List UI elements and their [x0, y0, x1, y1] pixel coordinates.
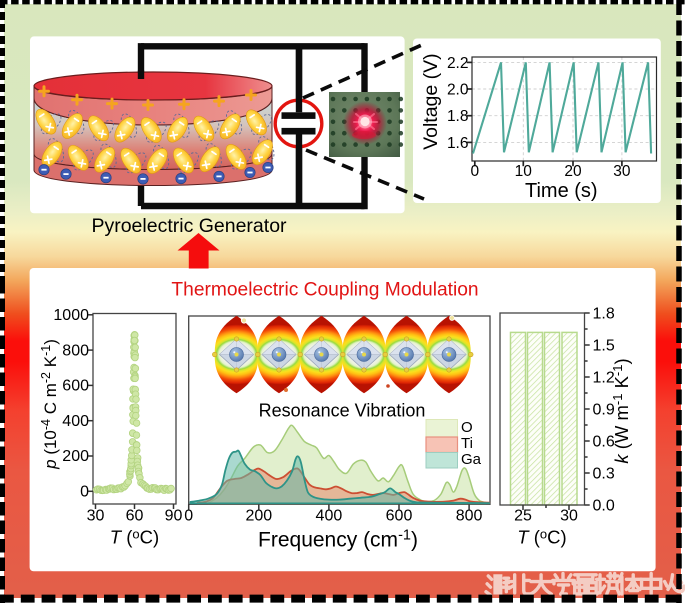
svg-text:p (10-4 C m-2 K-1): p (10-4 C m-2 K-1) — [39, 339, 60, 470]
svg-text:0: 0 — [80, 483, 89, 500]
svg-text:Voltage (V): Voltage (V) — [420, 53, 442, 149]
svg-text:Thermoelectric Coupling Modula: Thermoelectric Coupling Modulation — [171, 280, 478, 301]
svg-text:1000: 1000 — [53, 307, 89, 324]
svg-text:Resonance Vibration: Resonance Vibration — [259, 401, 426, 421]
svg-text:20: 20 — [564, 163, 582, 180]
svg-text:Ti: Ti — [461, 435, 473, 452]
svg-text:1.8: 1.8 — [593, 305, 615, 322]
svg-text:Time (s): Time (s) — [525, 180, 598, 202]
svg-text:200: 200 — [62, 448, 89, 465]
svg-text:30: 30 — [87, 508, 105, 525]
svg-text:0.3: 0.3 — [593, 465, 615, 482]
svg-text:400: 400 — [316, 508, 343, 525]
svg-text:800: 800 — [62, 342, 89, 359]
svg-text:1.2: 1.2 — [593, 369, 615, 386]
svg-text:10: 10 — [515, 163, 533, 180]
svg-text:1.6: 1.6 — [447, 135, 469, 152]
svg-text:600: 600 — [386, 508, 413, 525]
svg-text:800: 800 — [456, 508, 483, 525]
svg-text:Ga: Ga — [461, 451, 482, 468]
svg-text:0: 0 — [470, 163, 479, 180]
svg-text:Pyroelectric Generator: Pyroelectric Generator — [91, 215, 287, 237]
svg-text:2.2: 2.2 — [447, 55, 469, 72]
svg-text:25: 25 — [514, 508, 532, 525]
svg-text:Frequency (cm-1): Frequency (cm-1) — [258, 528, 418, 552]
svg-text:600: 600 — [62, 378, 89, 395]
svg-text:k (W m-1 K-1): k (W m-1 K-1) — [610, 358, 632, 463]
svg-text:0.0: 0.0 — [593, 498, 615, 515]
svg-text:0.9: 0.9 — [593, 401, 615, 418]
svg-text:30: 30 — [613, 163, 631, 180]
svg-text:90: 90 — [165, 508, 183, 525]
svg-text:O: O — [461, 419, 473, 436]
svg-text:60: 60 — [126, 508, 144, 525]
svg-text:2.0: 2.0 — [447, 82, 469, 99]
svg-text:1.5: 1.5 — [593, 337, 615, 354]
svg-text:0: 0 — [184, 508, 193, 525]
svg-text:T (oC): T (oC) — [110, 527, 159, 548]
svg-text:0.6: 0.6 — [593, 433, 615, 450]
svg-text:400: 400 — [62, 413, 89, 430]
svg-text:200: 200 — [245, 508, 272, 525]
svg-text:1.8: 1.8 — [447, 108, 469, 125]
svg-text:T (oC): T (oC) — [517, 527, 566, 548]
svg-text:30: 30 — [560, 508, 578, 525]
